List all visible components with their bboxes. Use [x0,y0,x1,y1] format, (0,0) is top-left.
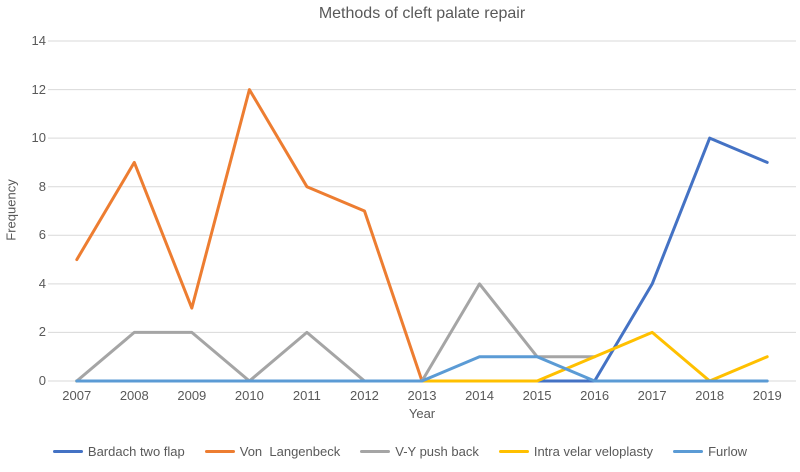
legend-label-bardach-two-flap: Bardach two flap [87,444,185,459]
x-tick-label-2015: 2015 [522,388,552,403]
y-tick-label-6: 6 [38,227,46,243]
x-tick-label-2009: 2009 [177,388,207,403]
legend-label-v-y-push-back: V-Y push back [395,444,479,459]
legend-swatch-furlow [673,450,704,453]
x-tick-label-2008: 2008 [119,388,149,403]
series-line-intra-velar-veloplasty [75,330,769,383]
x-tick-label-2019: 2019 [752,388,782,403]
series-line-furlow [75,355,769,383]
legend-swatch-von-langenbeck [204,450,235,453]
x-tick-label-2014: 2014 [465,388,494,403]
y-tick-label-2: 2 [38,324,46,340]
y-tick-label-8: 8 [38,178,46,194]
x-tick-label-2012: 2012 [349,388,379,403]
legend-item-intra-velar-veloplasty: Intra velar veloplasty [498,444,654,459]
legend-swatch-v-y-push-back [360,450,391,453]
legend-swatch-bardach-two-flap [52,450,83,453]
x-axis-title: Year [408,406,436,421]
x-tick-label-2013: 2013 [407,388,437,403]
legend-item-bardach-two-flap: Bardach two flap [52,444,185,459]
legend: Bardach two flap Von Langenbeck V-Y push b… [0,444,800,459]
x-tick-label-2016: 2016 [580,388,610,403]
y-tick-label-10: 10 [31,130,46,146]
legend-label-von-langenbeck: Von Langenbeck [239,444,341,459]
legend-item-v-y-push-back: V-Y push back [360,444,479,459]
series-line-v-y-push-back [75,282,597,383]
x-tick-label-2010: 2010 [234,388,264,403]
series-line-bardach-two-flap [75,136,769,383]
x-tick-label-2018: 2018 [695,388,725,403]
x-tick-label-2011: 2011 [292,388,321,403]
y-tick-label-14: 14 [31,33,46,48]
y-tick-label-4: 4 [38,275,46,291]
legend-swatch-intra-velar-veloplasty [498,450,529,453]
y-tick-label-12: 12 [31,81,46,97]
x-tick-label-2017: 2017 [637,388,667,403]
x-tick-label-2007: 2007 [62,388,92,403]
legend-item-furlow: Furlow [673,444,747,459]
legend-label-intra-velar-veloplasty: Intra velar veloplasty [533,444,654,459]
series-line-von-langenbeck [75,88,424,383]
chart-title: Methods of cleft palate repair [318,5,526,22]
y-tick-label-0: 0 [38,373,46,388]
y-axis-title: Frequency [3,179,19,241]
legend-item-von-langenbeck: Von Langenbeck [204,444,341,459]
legend-label-furlow: Furlow [708,444,748,459]
